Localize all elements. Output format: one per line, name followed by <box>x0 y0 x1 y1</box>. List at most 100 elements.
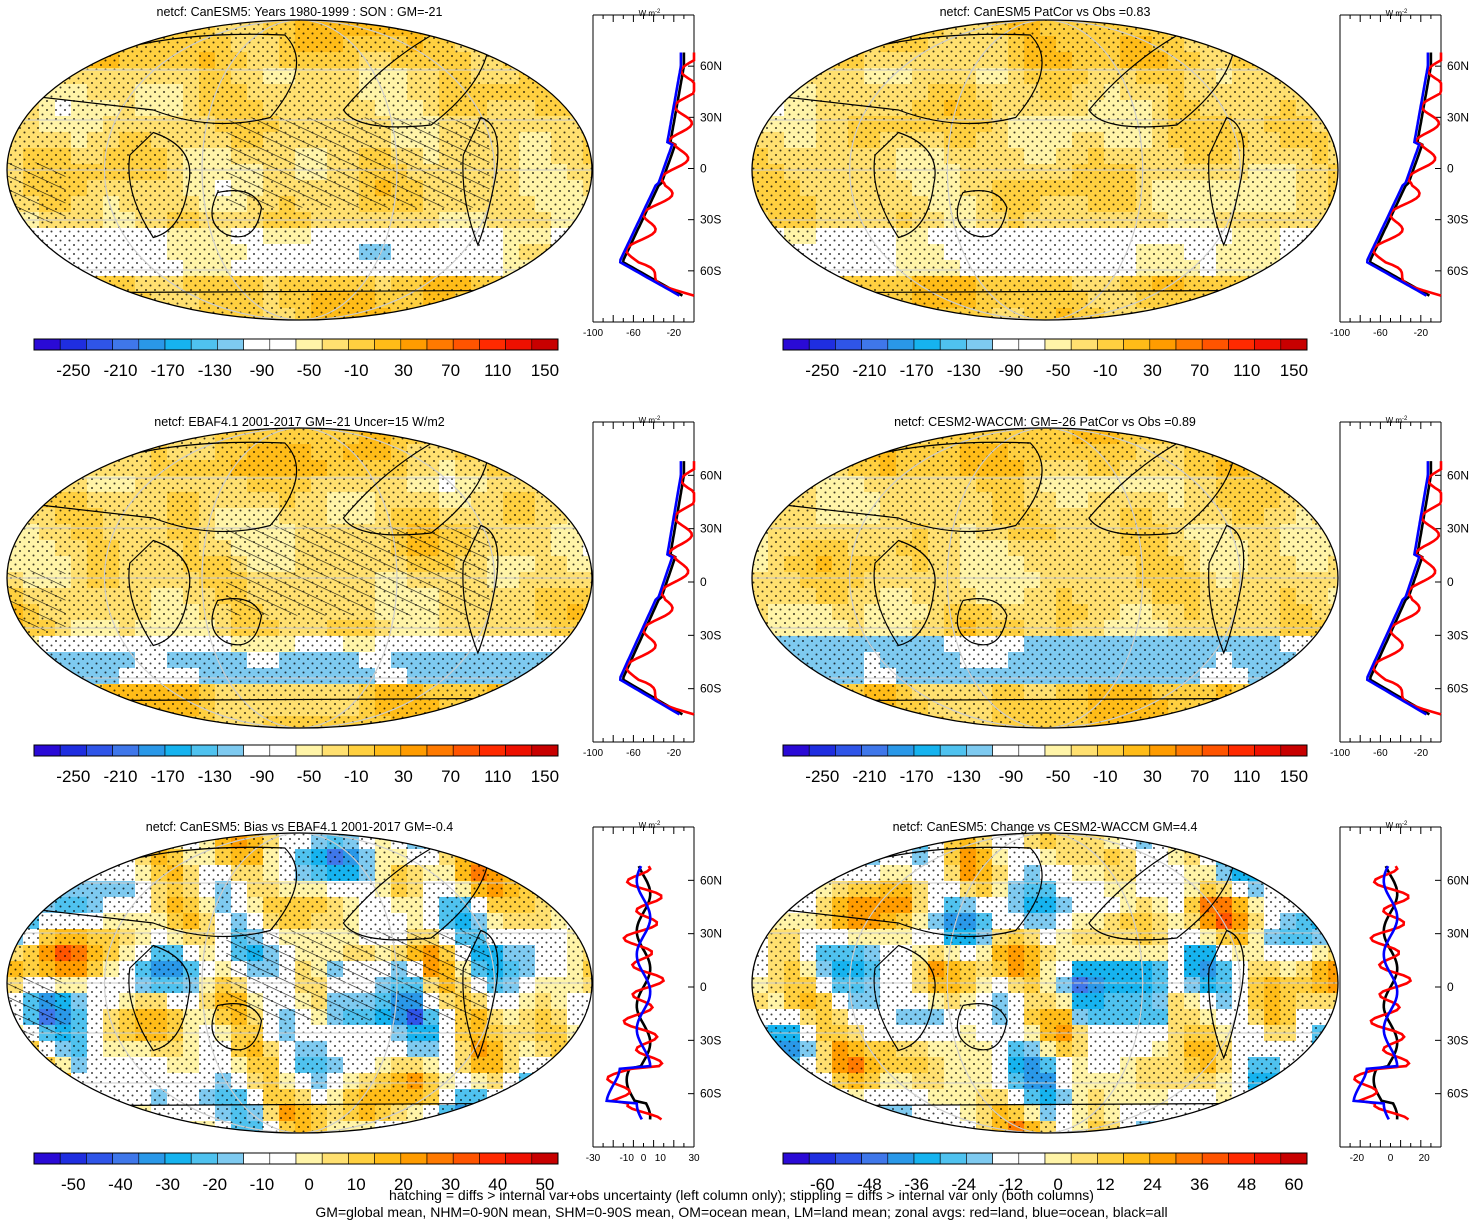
map-cell <box>7 1073 24 1090</box>
map-cell <box>1296 833 1313 850</box>
map-cell <box>551 20 568 37</box>
colorbar-swatch <box>1044 1152 1072 1165</box>
map-cell <box>752 492 769 509</box>
colorbar-tick-label: -210 <box>103 767 137 786</box>
map-cell <box>800 444 817 461</box>
map-cell <box>832 849 849 866</box>
colorbar-tick-label: -50 <box>61 1175 86 1194</box>
map-cell <box>583 508 592 525</box>
map-cell <box>1296 652 1313 669</box>
map-cell <box>1264 36 1281 53</box>
map-cell <box>567 716 584 728</box>
map-cell <box>455 716 472 728</box>
map-panel-6: netcf: CanESM5: Change vs CESM2-WACCM GM… <box>751 820 1339 1134</box>
map-cell <box>535 428 552 445</box>
zonal-x-tick-label: 10 <box>655 1153 667 1164</box>
map-cell <box>768 260 785 277</box>
map-cell <box>832 1105 849 1122</box>
map-cell <box>583 428 592 445</box>
map-cell <box>87 292 104 309</box>
map-cell <box>487 849 504 866</box>
map-cell <box>23 276 40 293</box>
map-cell <box>1280 1121 1297 1133</box>
zonal-unit-label: W m-2 <box>639 416 661 425</box>
map-cell <box>768 668 785 685</box>
map-cell <box>864 700 881 717</box>
map-cell <box>87 1105 104 1122</box>
map-cell <box>1216 833 1233 850</box>
map-cell <box>583 444 592 461</box>
map-cell <box>1328 52 1338 69</box>
map-cell <box>71 292 88 309</box>
map-cell <box>1296 276 1313 293</box>
map-cell <box>7 1121 24 1133</box>
map-cell <box>1264 276 1281 293</box>
map-cell <box>1264 865 1281 882</box>
map-cell <box>1312 833 1329 850</box>
zonal-lat-label: 30S <box>700 628 721 642</box>
map-cell <box>896 1121 913 1133</box>
zonal-line-land <box>606 865 666 1121</box>
map-cell <box>7 476 24 493</box>
zonal-x-tick-label: -20 <box>667 328 682 339</box>
colorbar-swatch <box>426 1152 454 1165</box>
map-cell <box>135 428 152 445</box>
map-cell <box>551 881 568 898</box>
zonal-unit-label: W m-2 <box>639 9 661 18</box>
map-cell <box>55 460 72 477</box>
map-cell <box>1280 1073 1297 1090</box>
map-cell <box>1312 849 1329 866</box>
map-cell <box>1184 20 1201 37</box>
map-border <box>6 832 593 1134</box>
colorbar-swatch <box>1175 1152 1203 1165</box>
map-cell <box>567 52 584 69</box>
colorbar-swatch <box>321 1152 349 1165</box>
map-cell <box>1296 52 1313 69</box>
map-cell <box>768 684 785 701</box>
map-cell <box>1328 100 1338 117</box>
map-cell <box>816 52 833 69</box>
map-cell <box>519 276 536 293</box>
map-cell <box>1296 68 1313 85</box>
map-cell <box>439 1121 456 1133</box>
map-cell <box>784 881 801 898</box>
colorbar-swatch <box>1070 338 1098 351</box>
map-cell <box>487 833 504 850</box>
zonal-x-tick-label: -10 <box>619 1153 634 1164</box>
colorbar-swatch <box>452 744 480 757</box>
colorbar-swatch <box>1044 744 1072 757</box>
map-cell <box>896 428 913 445</box>
map-cell <box>55 308 72 320</box>
map-cell <box>487 308 504 320</box>
map-cell <box>1248 1105 1265 1122</box>
zonal-unit-label: W m-2 <box>1386 416 1408 425</box>
map-cell <box>567 20 584 37</box>
zonal-line-ocean <box>605 865 652 1121</box>
map-cell <box>39 1089 56 1106</box>
map-cell <box>7 260 24 277</box>
colorbar-swatch <box>452 338 480 351</box>
map-cell <box>135 716 152 728</box>
colorbar-swatch <box>1123 1152 1151 1165</box>
map-cell <box>503 292 520 309</box>
map-cell <box>768 1121 785 1133</box>
map-cell <box>39 20 56 37</box>
map-cell <box>1312 1089 1329 1106</box>
coastline <box>211 1003 263 1051</box>
map-cell <box>567 492 584 509</box>
colorbar-swatch <box>243 1152 271 1165</box>
map-cell <box>583 292 592 309</box>
map-cell <box>7 428 24 445</box>
map-cell <box>1296 716 1313 728</box>
map-cell <box>151 716 168 728</box>
colorbar-tick-label: 10 <box>347 1175 366 1194</box>
colorbar-tick-label: -40 <box>108 1175 133 1194</box>
hatch-overlay <box>7 162 66 223</box>
map-cell <box>503 20 520 37</box>
map-cell <box>151 1121 168 1133</box>
map-cell <box>1312 460 1329 477</box>
coastline <box>128 539 191 647</box>
zonal-lat-label: 30N <box>1447 110 1469 124</box>
map-cell <box>816 833 833 850</box>
